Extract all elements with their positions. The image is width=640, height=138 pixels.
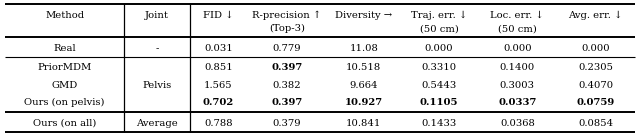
- Text: Ours (on all): Ours (on all): [33, 119, 96, 128]
- Text: 0.000: 0.000: [581, 44, 610, 53]
- Text: 0.0337: 0.0337: [498, 98, 536, 107]
- Text: Real: Real: [53, 44, 76, 53]
- Text: 0.382: 0.382: [273, 81, 301, 90]
- Text: 0.397: 0.397: [271, 98, 303, 107]
- Text: 11.08: 11.08: [349, 44, 378, 53]
- Text: Joint: Joint: [145, 11, 169, 20]
- Text: 0.0759: 0.0759: [577, 98, 615, 107]
- Text: 0.3003: 0.3003: [500, 81, 535, 90]
- Text: 10.841: 10.841: [346, 119, 381, 128]
- Text: -: -: [156, 44, 159, 53]
- Text: 9.664: 9.664: [349, 81, 378, 90]
- Text: (50 cm): (50 cm): [498, 24, 537, 33]
- Text: GMD: GMD: [51, 81, 77, 90]
- Text: Pelvis: Pelvis: [143, 81, 172, 90]
- Text: FID ↓: FID ↓: [203, 11, 234, 20]
- Text: (50 cm): (50 cm): [420, 24, 458, 33]
- Text: 0.3310: 0.3310: [422, 63, 456, 72]
- Text: 0.000: 0.000: [503, 44, 532, 53]
- Text: Avg. err. ↓: Avg. err. ↓: [568, 11, 623, 20]
- Text: 0.0854: 0.0854: [578, 119, 613, 128]
- Text: Diversity →: Diversity →: [335, 11, 392, 20]
- Text: 0.1105: 0.1105: [420, 98, 458, 107]
- Text: Loc. err. ↓: Loc. err. ↓: [490, 11, 544, 20]
- Text: 0.031: 0.031: [204, 44, 233, 53]
- Text: PriorMDM: PriorMDM: [38, 63, 92, 72]
- Text: Average: Average: [136, 119, 178, 128]
- Text: 1.565: 1.565: [204, 81, 232, 90]
- Text: Ours (on pelvis): Ours (on pelvis): [24, 98, 105, 107]
- Text: 0.397: 0.397: [271, 63, 303, 72]
- Text: 0.000: 0.000: [425, 44, 453, 53]
- Text: R-precision ↑: R-precision ↑: [252, 11, 321, 20]
- Text: 0.1400: 0.1400: [500, 63, 535, 72]
- Text: 0.5443: 0.5443: [421, 81, 457, 90]
- Text: 0.0368: 0.0368: [500, 119, 535, 128]
- Text: 0.702: 0.702: [203, 98, 234, 107]
- Text: 0.2305: 0.2305: [578, 63, 613, 72]
- Text: (Top-3): (Top-3): [269, 24, 305, 33]
- Text: 10.927: 10.927: [344, 98, 383, 107]
- Text: Method: Method: [45, 11, 84, 20]
- Text: 0.851: 0.851: [204, 63, 233, 72]
- Text: Traj. err. ↓: Traj. err. ↓: [411, 11, 467, 20]
- Text: 0.379: 0.379: [273, 119, 301, 128]
- Text: 0.1433: 0.1433: [421, 119, 457, 128]
- Text: 0.779: 0.779: [273, 44, 301, 53]
- Text: 0.4070: 0.4070: [578, 81, 613, 90]
- Text: 10.518: 10.518: [346, 63, 381, 72]
- Text: 0.788: 0.788: [204, 119, 232, 128]
